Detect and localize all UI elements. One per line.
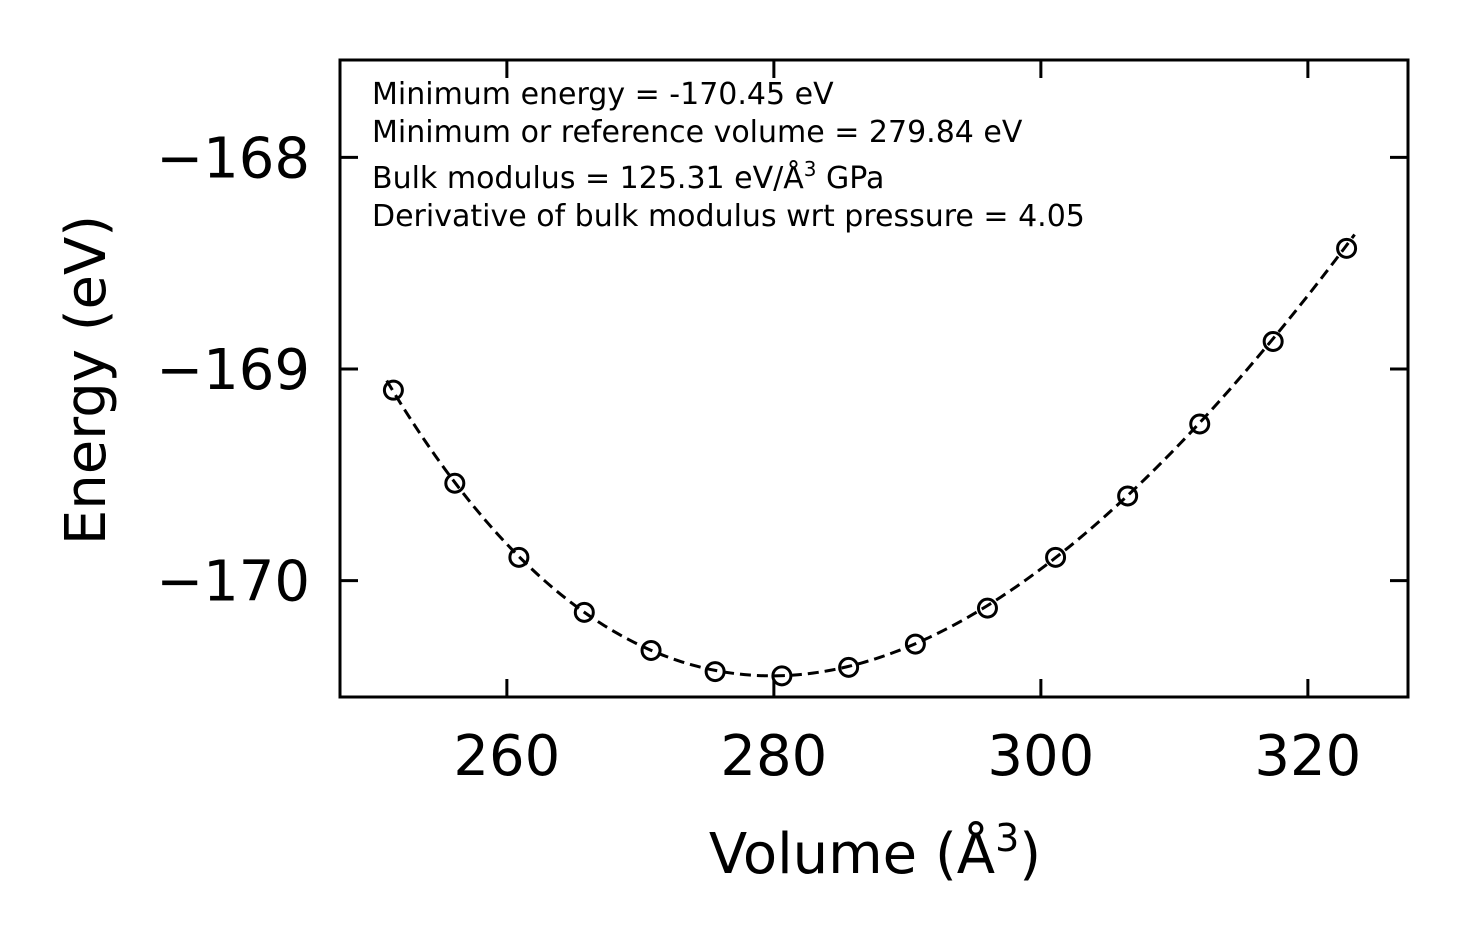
x-axis-label-close: )	[1019, 822, 1041, 887]
data-point	[508, 546, 530, 568]
data-point	[1262, 330, 1284, 352]
x-axis-label: Volume (Å3)	[709, 816, 1041, 887]
y-axis-label: Energy (eV)	[54, 215, 119, 545]
x-tick-label: 260	[453, 724, 560, 789]
x-tick-label: 280	[720, 724, 827, 789]
fit-series	[385, 233, 1356, 678]
x-axis-label-sup: 3	[995, 816, 1019, 860]
x-tick-label: 320	[1254, 724, 1361, 789]
data-point	[704, 661, 726, 683]
fit-curve	[385, 233, 1356, 678]
data-point	[1189, 413, 1211, 435]
data-point	[640, 639, 662, 661]
annotation-ref-volume: Minimum or reference volume = 279.84 eV	[372, 115, 1023, 150]
x-tick-label: 300	[987, 724, 1094, 789]
data-point	[976, 597, 998, 619]
data-point	[771, 665, 793, 687]
y-tick-label: −170	[156, 550, 310, 615]
data-point	[904, 633, 926, 655]
data-point	[573, 601, 595, 623]
data-point	[1045, 546, 1067, 568]
data-series	[382, 237, 1358, 687]
plot-frame	[338, 58, 1410, 699]
annotation-box: Minimum energy = -170.45 eV Minimum or r…	[372, 77, 1085, 234]
data-point	[1117, 485, 1139, 507]
data-point	[444, 472, 466, 494]
y-tick-label: −168	[156, 126, 310, 191]
x-ticks: 260 280 300 320	[453, 60, 1361, 789]
data-point	[382, 379, 404, 401]
annotation-bulk-modulus-suffix: GPa	[817, 161, 885, 196]
data-point	[1336, 237, 1358, 259]
x-axis-label-text: Volume (Å	[709, 821, 995, 887]
data-point	[838, 656, 860, 678]
annotation-bulk-derivative: Derivative of bulk modulus wrt pressure …	[372, 199, 1085, 234]
annotation-min-energy: Minimum energy = -170.45 eV	[372, 77, 834, 112]
annotation-bulk-modulus: Bulk modulus = 125.31 eV/Å3 GPa	[372, 157, 884, 196]
y-ticks: −168 −169 −170	[156, 126, 1408, 615]
annotation-bulk-modulus-text: Bulk modulus = 125.31 eV/Å	[372, 160, 804, 196]
y-tick-label: −169	[156, 338, 310, 403]
annotation-bulk-modulus-sup: 3	[804, 157, 817, 181]
